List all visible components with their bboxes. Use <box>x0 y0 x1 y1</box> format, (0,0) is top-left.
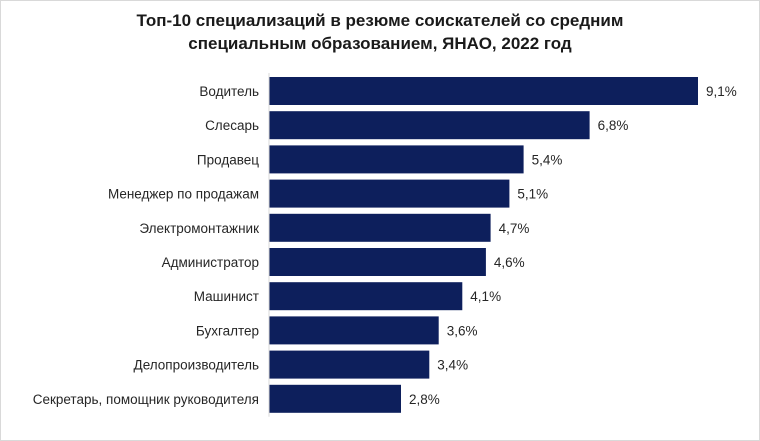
bar <box>269 282 463 311</box>
chart-title-line-1: Топ-10 специализаций в резюме соискателе… <box>136 11 624 30</box>
value-label: 3,6% <box>447 323 478 338</box>
bar <box>269 350 430 379</box>
chart-title-line-2: специальным образованием, ЯНАО, 2022 год <box>188 34 572 53</box>
value-label: 5,4% <box>532 152 563 167</box>
bar <box>269 77 698 105</box>
value-label: 4,6% <box>494 255 525 270</box>
category-label: Менеджер по продажам <box>108 187 259 202</box>
value-label: 3,4% <box>437 358 468 373</box>
bars-layer: Водитель 9,1% Слесарь 6,8% Продавец 5,4% Менед… <box>33 77 737 413</box>
category-label: Бухгалтер <box>196 323 259 338</box>
value-label: 4,1% <box>470 289 501 304</box>
category-label: Секретарь, помощник руководителя <box>33 392 259 407</box>
value-label: 4,7% <box>499 221 530 236</box>
category-label: Водитель <box>199 84 259 99</box>
bar <box>269 111 590 140</box>
value-label: 9,1% <box>706 84 737 99</box>
value-label: 2,8% <box>409 392 440 407</box>
bar <box>269 384 401 413</box>
category-label: Продавец <box>197 152 259 167</box>
value-label: 5,1% <box>517 187 548 202</box>
bar <box>269 145 524 174</box>
category-label: Машинист <box>194 289 259 304</box>
category-label: Электромонтажник <box>139 221 259 236</box>
bar <box>269 248 486 276</box>
bar <box>269 179 510 208</box>
bar <box>269 213 491 242</box>
chart-title: Топ-10 специализаций в резюме соискателе… <box>0 9 760 55</box>
category-label: Слесарь <box>205 118 259 133</box>
category-label: Администратор <box>162 255 259 270</box>
value-label: 6,8% <box>598 118 629 133</box>
bar <box>269 316 439 345</box>
category-label: Делопроизводитель <box>134 358 259 373</box>
